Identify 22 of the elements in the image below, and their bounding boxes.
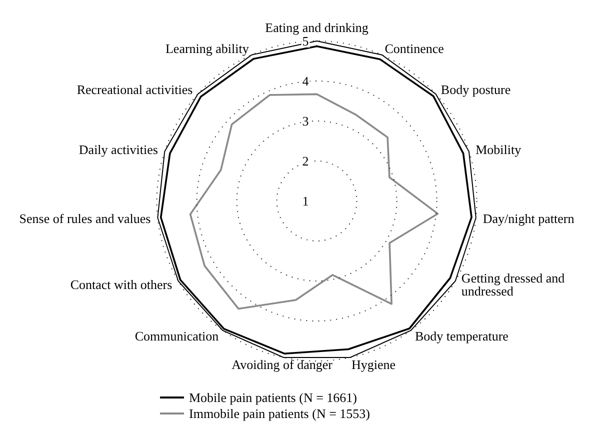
spoke-label: Contact with others [70, 277, 172, 292]
spoke-label: Avoiding of danger [232, 356, 334, 372]
spoke-label: Hygiene [352, 356, 396, 372]
spoke-label: Mobility [476, 142, 522, 157]
spoke-label: Learning ability [165, 40, 250, 56]
spoke-label: Eating and drinking [265, 20, 369, 35]
y-tick-label: 5 [302, 34, 309, 48]
legend-label: Immobile pain patients (N = 1553) [189, 406, 370, 421]
spoke-label: Recreational activities [76, 82, 193, 97]
spoke-label: Sense of rules and values [19, 210, 151, 226]
spoke-label: Getting dressed and undressed [461, 270, 566, 298]
y-tick-label: 3 [302, 114, 309, 128]
spoke-label: Day/night pattern [482, 210, 575, 226]
y-tick-label: 4 [302, 74, 310, 88]
spoke-label: Daily activities [78, 142, 158, 157]
legend-label: Mobile pain patients (N = 1661) [189, 390, 357, 405]
spoke-label: Body temperature [414, 328, 509, 344]
spoke-label: Continence [384, 40, 444, 56]
y-tick-label: 1 [302, 194, 309, 208]
y-tick-label: 2 [302, 154, 309, 168]
spoke-label: Communication [134, 328, 220, 344]
spoke-label: Body posture [440, 82, 511, 97]
